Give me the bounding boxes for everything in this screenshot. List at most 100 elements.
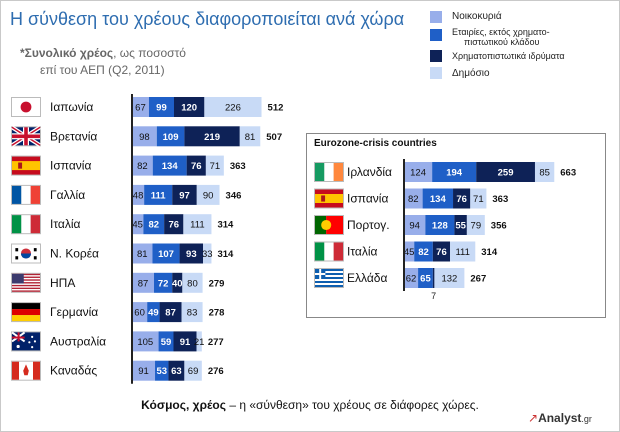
flag-band <box>30 215 40 234</box>
bar-value-label: 45 <box>132 220 143 231</box>
flag-band <box>315 242 325 261</box>
flag-stripe <box>315 283 343 285</box>
flag-band <box>324 163 334 181</box>
flag-stripe <box>12 273 40 276</box>
bar-segment <box>404 188 423 209</box>
bar-segment <box>476 162 535 182</box>
flag-cross <box>315 273 326 275</box>
bar-segment <box>425 215 455 235</box>
bar-segment <box>432 241 451 262</box>
bar-value-label: 259 <box>498 168 514 179</box>
bar-value-label: 67 <box>135 103 146 114</box>
country-label: Ελλάδα <box>347 271 387 285</box>
bar-segment <box>404 241 415 262</box>
total-label: 363 <box>230 161 246 172</box>
bar-segment <box>132 243 153 264</box>
bar-value-label: 120 <box>181 103 197 114</box>
country-label: ΗΠΑ <box>50 276 75 290</box>
flag-canton <box>12 273 24 284</box>
bar-segment <box>404 162 433 182</box>
total-label: 512 <box>268 103 284 114</box>
bar-value-label: 132 <box>441 274 457 285</box>
bar-value-label: 60 <box>134 308 145 319</box>
legend-label-financial: Χρηματοπιστωτικά ιδρύματα <box>452 51 565 62</box>
flag-stripe <box>315 279 343 281</box>
bar-value-label: 226 <box>225 103 241 114</box>
bar-value-label: 82 <box>408 194 419 205</box>
total-label: 314 <box>217 249 234 260</box>
france-flag-icon <box>11 184 41 205</box>
bar-value-label: 45 <box>404 247 415 258</box>
country-label: Βρετανία <box>50 129 97 143</box>
bar-segment <box>454 215 467 235</box>
chart-subtitle-line1: *Συνολικό χρέος, ως ποσοστό <box>20 46 186 60</box>
total-label: 279 <box>209 278 225 289</box>
country-label: Γαλλία <box>50 188 85 202</box>
total-label: 314 <box>481 247 498 258</box>
country-label: Αυστραλία <box>50 334 106 348</box>
bar-segment <box>132 272 155 293</box>
flag-emblem <box>321 195 326 202</box>
bar-segment <box>422 188 454 209</box>
bar-segment <box>172 184 197 205</box>
country-label: Πορτογ. <box>347 218 390 232</box>
bar-segment <box>470 188 487 209</box>
bar-segment <box>173 331 197 352</box>
flag-band <box>33 361 40 380</box>
legend-text: Εταιρίες, εκτός χρηματο- <box>452 27 550 37</box>
bar-segment <box>196 184 220 205</box>
flag-band <box>21 185 31 204</box>
flag-band <box>12 309 40 316</box>
bar-value-label: 94 <box>409 221 420 232</box>
bar-segment <box>414 241 433 262</box>
bar-segment <box>404 215 426 235</box>
bar-value-label: 55 <box>455 221 466 232</box>
total-label: 356 <box>491 221 507 232</box>
bar-value-label: 80 <box>187 278 198 289</box>
eurozone-panel-title: Eurozone-crisis countries <box>314 138 437 149</box>
logo-icon: ↗ <box>528 411 539 425</box>
bar-value-label: 82 <box>418 247 429 258</box>
bar-segment <box>159 302 182 323</box>
bar-value-label: 90 <box>203 190 214 201</box>
bar-segment <box>172 272 183 293</box>
bar-value-label: 65 <box>420 274 431 285</box>
bar-segment <box>147 302 160 323</box>
uk-flag-icon <box>10 125 42 147</box>
bar-segment <box>434 268 465 288</box>
flag-star <box>28 341 31 344</box>
bar-segment <box>181 302 203 323</box>
bar-segment <box>239 126 261 147</box>
bar-value-label: 134 <box>430 194 447 205</box>
bar-value-label: 83 <box>187 308 198 319</box>
bar-segment <box>184 126 240 147</box>
bar-value-label: 98 <box>139 132 150 143</box>
legend-swatch-financial <box>430 50 442 62</box>
logo-text: Analyst <box>538 411 582 425</box>
flag-stripe <box>12 276 40 278</box>
subtitle-bold: *Συνολικό χρέος <box>20 46 114 60</box>
bar-segment <box>179 243 204 264</box>
bar-value-label: 87 <box>165 308 176 319</box>
bar-value-label: 111 <box>190 220 204 231</box>
bar-segment <box>132 214 144 235</box>
bar-value-label: 87 <box>138 278 149 289</box>
italy-flag-icon <box>11 214 41 235</box>
bar-segment <box>203 243 212 264</box>
flag-star <box>33 340 37 343</box>
bar-value-label: 124 <box>410 168 426 179</box>
total-label: 267 <box>470 274 486 285</box>
flag-band <box>12 215 22 234</box>
bar-segment <box>132 302 148 323</box>
legend-label-government: Δημόσιο <box>452 68 490 79</box>
bar-value-label: 71 <box>210 161 221 172</box>
ireland-flag-icon <box>314 162 344 182</box>
germany-flag-icon <box>11 302 41 323</box>
flag-band <box>315 194 343 203</box>
flag-band <box>12 315 40 322</box>
bar-value-label: 76 <box>168 220 179 231</box>
flag-stripe <box>12 290 40 292</box>
flag-trigram <box>15 256 19 260</box>
bar-value-label: 99 <box>156 103 167 114</box>
bar-segment <box>155 360 169 381</box>
